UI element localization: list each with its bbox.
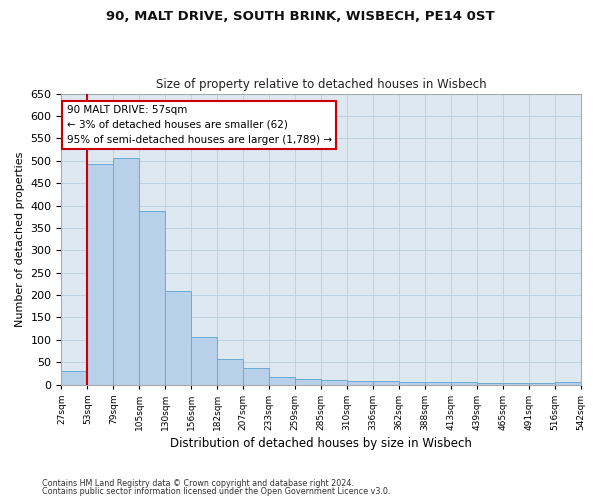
Text: Contains public sector information licensed under the Open Government Licence v3: Contains public sector information licen…	[42, 487, 391, 496]
Bar	[61, 371, 88, 384]
Title: Size of property relative to detached houses in Wisbech: Size of property relative to detached ho…	[155, 78, 486, 91]
Bar	[347, 381, 373, 384]
Bar	[217, 358, 243, 384]
Bar	[373, 381, 399, 384]
Bar	[451, 382, 476, 384]
Bar	[321, 380, 347, 384]
Bar	[399, 382, 425, 384]
Bar	[425, 382, 451, 384]
Bar	[295, 379, 321, 384]
Bar	[243, 368, 269, 384]
Text: Contains HM Land Registry data © Crown copyright and database right 2024.: Contains HM Land Registry data © Crown c…	[42, 478, 354, 488]
Text: 90 MALT DRIVE: 57sqm
← 3% of detached houses are smaller (62)
95% of semi-detach: 90 MALT DRIVE: 57sqm ← 3% of detached ho…	[67, 105, 332, 145]
Bar	[191, 336, 217, 384]
Bar	[88, 164, 113, 384]
Bar	[554, 382, 581, 384]
Y-axis label: Number of detached properties: Number of detached properties	[15, 152, 25, 327]
Bar	[269, 377, 295, 384]
Bar	[113, 158, 139, 384]
Text: 90, MALT DRIVE, SOUTH BRINK, WISBECH, PE14 0ST: 90, MALT DRIVE, SOUTH BRINK, WISBECH, PE…	[106, 10, 494, 23]
Bar	[139, 211, 165, 384]
X-axis label: Distribution of detached houses by size in Wisbech: Distribution of detached houses by size …	[170, 437, 472, 450]
Bar	[165, 290, 191, 384]
